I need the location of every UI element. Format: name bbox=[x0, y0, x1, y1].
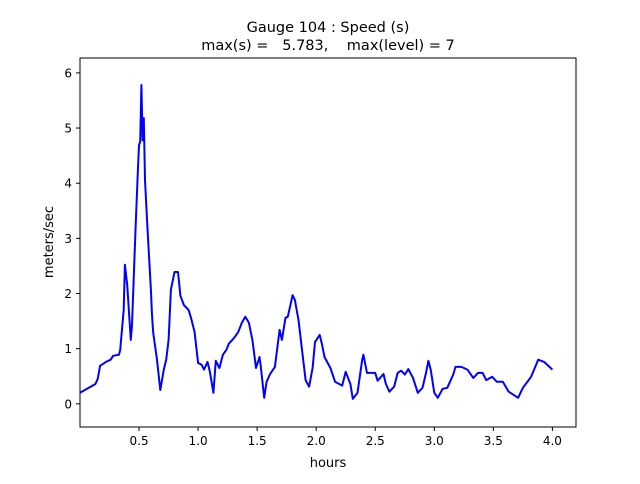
x-tick-label: 2.0 bbox=[307, 434, 326, 448]
y-tick-label: 1 bbox=[64, 342, 72, 356]
x-tick-label: 4.0 bbox=[543, 434, 562, 448]
x-tick-label: 0.5 bbox=[130, 434, 149, 448]
y-tick-label: 5 bbox=[64, 122, 72, 136]
x-tick-label: 3.5 bbox=[484, 434, 503, 448]
x-tick-label: 1.5 bbox=[248, 434, 267, 448]
y-axis-label: meters/sec bbox=[42, 206, 57, 278]
y-axis: 0 1 2 3 4 5 6 bbox=[64, 66, 80, 411]
x-axis-label: hours bbox=[310, 456, 347, 471]
y-tick-label: 6 bbox=[64, 66, 72, 80]
chart-title-line2: max(s) = 5.783, max(level) = 7 bbox=[201, 38, 455, 54]
chart-title-line1: Gauge 104 : Speed (s) bbox=[247, 20, 410, 36]
plot-area bbox=[79, 84, 554, 400]
y-tick-label: 4 bbox=[64, 177, 72, 191]
y-tick-label: 2 bbox=[64, 287, 72, 301]
series-line-speed bbox=[79, 84, 554, 400]
x-tick-label: 1.0 bbox=[189, 434, 208, 448]
y-tick-label: 3 bbox=[64, 232, 72, 246]
x-axis: 0.5 1.0 1.5 2.0 2.5 3.0 3.5 4.0 bbox=[130, 427, 562, 448]
y-tick-label: 0 bbox=[64, 397, 72, 411]
axes-frame bbox=[79, 57, 577, 428]
x-tick-label: 2.5 bbox=[366, 434, 385, 448]
x-tick-label: 3.0 bbox=[425, 434, 444, 448]
